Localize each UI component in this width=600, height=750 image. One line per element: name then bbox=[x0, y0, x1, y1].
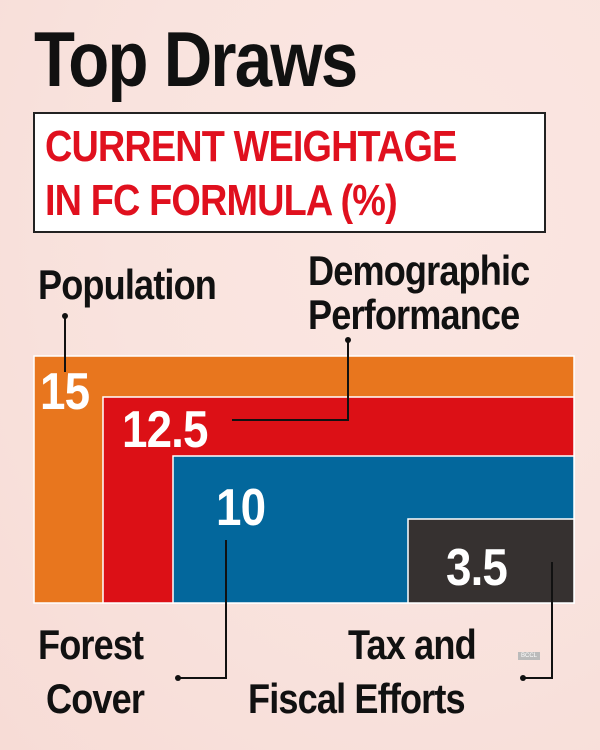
subtitle-box: CURRENT WEIGHTAGE IN FC FORMULA (%) bbox=[33, 112, 546, 233]
watermark: BCCL bbox=[518, 652, 541, 660]
label-demographic-line-1: Demographic bbox=[308, 247, 530, 294]
leader-dot-population bbox=[62, 313, 68, 319]
subtitle-line-2: IN FC FORMULA (%) bbox=[45, 176, 398, 225]
value-label-demographic: 12.5 bbox=[122, 401, 208, 459]
leader-line-tax bbox=[523, 562, 553, 679]
subtitle-line-1: CURRENT WEIGHTAGE bbox=[45, 122, 457, 171]
value-label-population: 15 bbox=[40, 363, 90, 421]
label-forest-line-2: Cover bbox=[46, 675, 145, 722]
leader-dot-tax bbox=[520, 675, 526, 681]
label-demographic-line-2: Performance bbox=[308, 291, 520, 338]
label-tax-line-2: Fiscal Efforts bbox=[248, 675, 466, 722]
leader-dot-demographic bbox=[345, 337, 351, 343]
label-forest-line-1: Forest bbox=[38, 621, 144, 668]
label-tax-line-1: Tax and bbox=[348, 621, 477, 668]
value-label-tax: 3.5 bbox=[446, 539, 508, 597]
leader-line-demographic bbox=[232, 340, 349, 421]
value-label-forest: 10 bbox=[216, 479, 266, 537]
bar-tax-fiscal-efforts bbox=[407, 518, 575, 604]
page-title: Top Draws bbox=[34, 15, 358, 103]
label-population: Population bbox=[38, 261, 217, 308]
leader-dot-forest bbox=[175, 675, 181, 681]
leader-line-forest bbox=[178, 540, 227, 679]
